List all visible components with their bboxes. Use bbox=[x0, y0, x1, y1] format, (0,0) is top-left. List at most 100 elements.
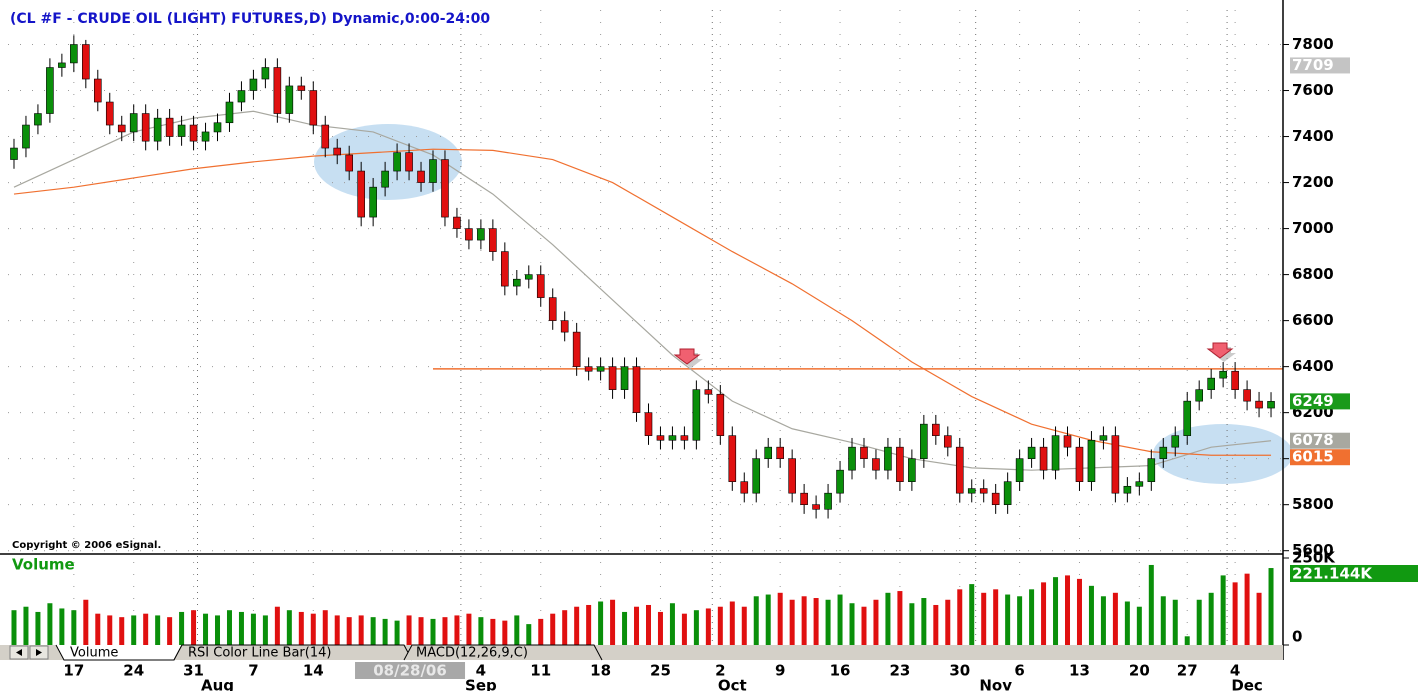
candle-body bbox=[824, 492, 832, 510]
volume-bar bbox=[35, 611, 41, 645]
candle-body bbox=[1231, 370, 1239, 390]
month-label: Sep bbox=[465, 677, 497, 691]
candle-body bbox=[1159, 446, 1168, 459]
candle-body bbox=[1123, 485, 1132, 494]
ma-label: 6015 bbox=[1292, 448, 1334, 466]
x-tick-label: 7 bbox=[248, 662, 258, 680]
candle-body bbox=[381, 170, 389, 188]
y-tick-label: 6800 bbox=[1292, 265, 1334, 283]
volume-bar bbox=[1268, 568, 1274, 645]
volume-bar bbox=[191, 610, 197, 645]
volume-bar bbox=[442, 617, 448, 645]
volume-bar bbox=[957, 589, 963, 645]
volume-bar bbox=[406, 615, 412, 645]
last-close-label: 6249 bbox=[1292, 392, 1334, 410]
volume-bar bbox=[131, 615, 137, 645]
volume-bar bbox=[358, 615, 364, 645]
chart-title: (CL #F - CRUDE OIL (LIGHT) FUTURES,D) Dy… bbox=[10, 11, 490, 27]
nav-left[interactable] bbox=[9, 645, 29, 660]
candle-body bbox=[1039, 446, 1048, 471]
volume-bar bbox=[993, 589, 999, 645]
candle-body bbox=[752, 458, 761, 494]
candle-body bbox=[955, 446, 964, 494]
highlight-ellipse bbox=[1153, 424, 1293, 484]
tab[interactable] bbox=[403, 644, 603, 661]
panel-title: Volume bbox=[12, 556, 75, 574]
x-tick-label: 16 bbox=[830, 662, 851, 680]
candle-body bbox=[153, 117, 162, 142]
candle-body bbox=[1135, 481, 1144, 487]
candle-body bbox=[201, 131, 210, 142]
volume-bar bbox=[837, 594, 843, 645]
candle-body bbox=[501, 251, 509, 287]
candle-body bbox=[536, 274, 545, 298]
volume-bar bbox=[250, 613, 256, 645]
tab-label[interactable]: RSI Color Line Bar(14) bbox=[188, 646, 331, 661]
x-tick-label: 23 bbox=[889, 662, 910, 680]
volume-bar bbox=[23, 606, 29, 645]
volume-bar bbox=[274, 606, 280, 645]
candle-body bbox=[465, 228, 473, 241]
candle-body bbox=[680, 435, 689, 441]
volume-bar bbox=[825, 599, 831, 645]
candle-body bbox=[920, 423, 928, 459]
volume-bar bbox=[1112, 592, 1118, 645]
x-tick-label: 20 bbox=[1129, 662, 1150, 680]
candle-body bbox=[884, 446, 892, 471]
x-tick-label: 27 bbox=[1177, 662, 1198, 680]
volume-bar bbox=[167, 617, 173, 645]
nav-right[interactable] bbox=[29, 645, 49, 660]
candle-body bbox=[1195, 389, 1203, 402]
volume-bar bbox=[1148, 564, 1154, 645]
candle-body bbox=[369, 186, 377, 218]
volume-bar bbox=[1017, 596, 1023, 645]
tab-label[interactable]: Volume bbox=[70, 646, 118, 661]
candle-body bbox=[979, 488, 988, 494]
candle-body bbox=[1027, 446, 1036, 459]
candle-body bbox=[728, 435, 737, 482]
month-label: Nov bbox=[979, 677, 1012, 691]
volume-bar bbox=[550, 613, 556, 645]
candle-body bbox=[213, 122, 222, 133]
volume-bar bbox=[1005, 594, 1011, 645]
candle-body bbox=[572, 331, 581, 367]
volume-bar bbox=[813, 598, 819, 645]
volume-bar bbox=[430, 618, 436, 645]
volume-bar bbox=[238, 611, 244, 645]
candle-body bbox=[1075, 446, 1084, 482]
cursor-box bbox=[355, 662, 466, 679]
volume-bar bbox=[370, 617, 376, 645]
candle-body bbox=[34, 113, 42, 126]
volume-bar bbox=[586, 604, 592, 645]
candle-body bbox=[333, 147, 342, 156]
candle-body bbox=[848, 446, 856, 471]
tab-label[interactable]: MACD(12,26,9,C) bbox=[416, 646, 528, 661]
volume-bar bbox=[286, 610, 292, 645]
y-tick-label: 7800 bbox=[1292, 35, 1334, 53]
y2-tick-label: 250K bbox=[1292, 549, 1336, 567]
y-tick-label: 5600 bbox=[1292, 541, 1334, 559]
candle-body bbox=[932, 423, 940, 436]
volume-bar bbox=[95, 613, 101, 645]
y-tick-label: 6600 bbox=[1292, 311, 1334, 329]
volume-bar bbox=[693, 610, 699, 645]
cursor-label: 08/28/06 bbox=[373, 662, 447, 680]
candle-body bbox=[285, 85, 294, 114]
candle-body bbox=[1243, 389, 1251, 402]
candle-body bbox=[70, 44, 78, 64]
volume-bar bbox=[478, 617, 484, 645]
volume-bar bbox=[1232, 582, 1238, 645]
volume-bar bbox=[777, 592, 783, 645]
candle-body bbox=[165, 117, 174, 137]
candle-body bbox=[417, 170, 425, 183]
candle-body bbox=[345, 154, 353, 172]
volume-bar bbox=[1172, 599, 1178, 645]
x-tick-label: 11 bbox=[530, 662, 551, 680]
down-arrow bbox=[1206, 342, 1236, 362]
volume-bar bbox=[107, 615, 113, 645]
volume-bar bbox=[1136, 606, 1142, 645]
volume-bar bbox=[717, 606, 723, 645]
volume-bar bbox=[1160, 596, 1166, 645]
moving-average bbox=[13, 110, 1272, 471]
